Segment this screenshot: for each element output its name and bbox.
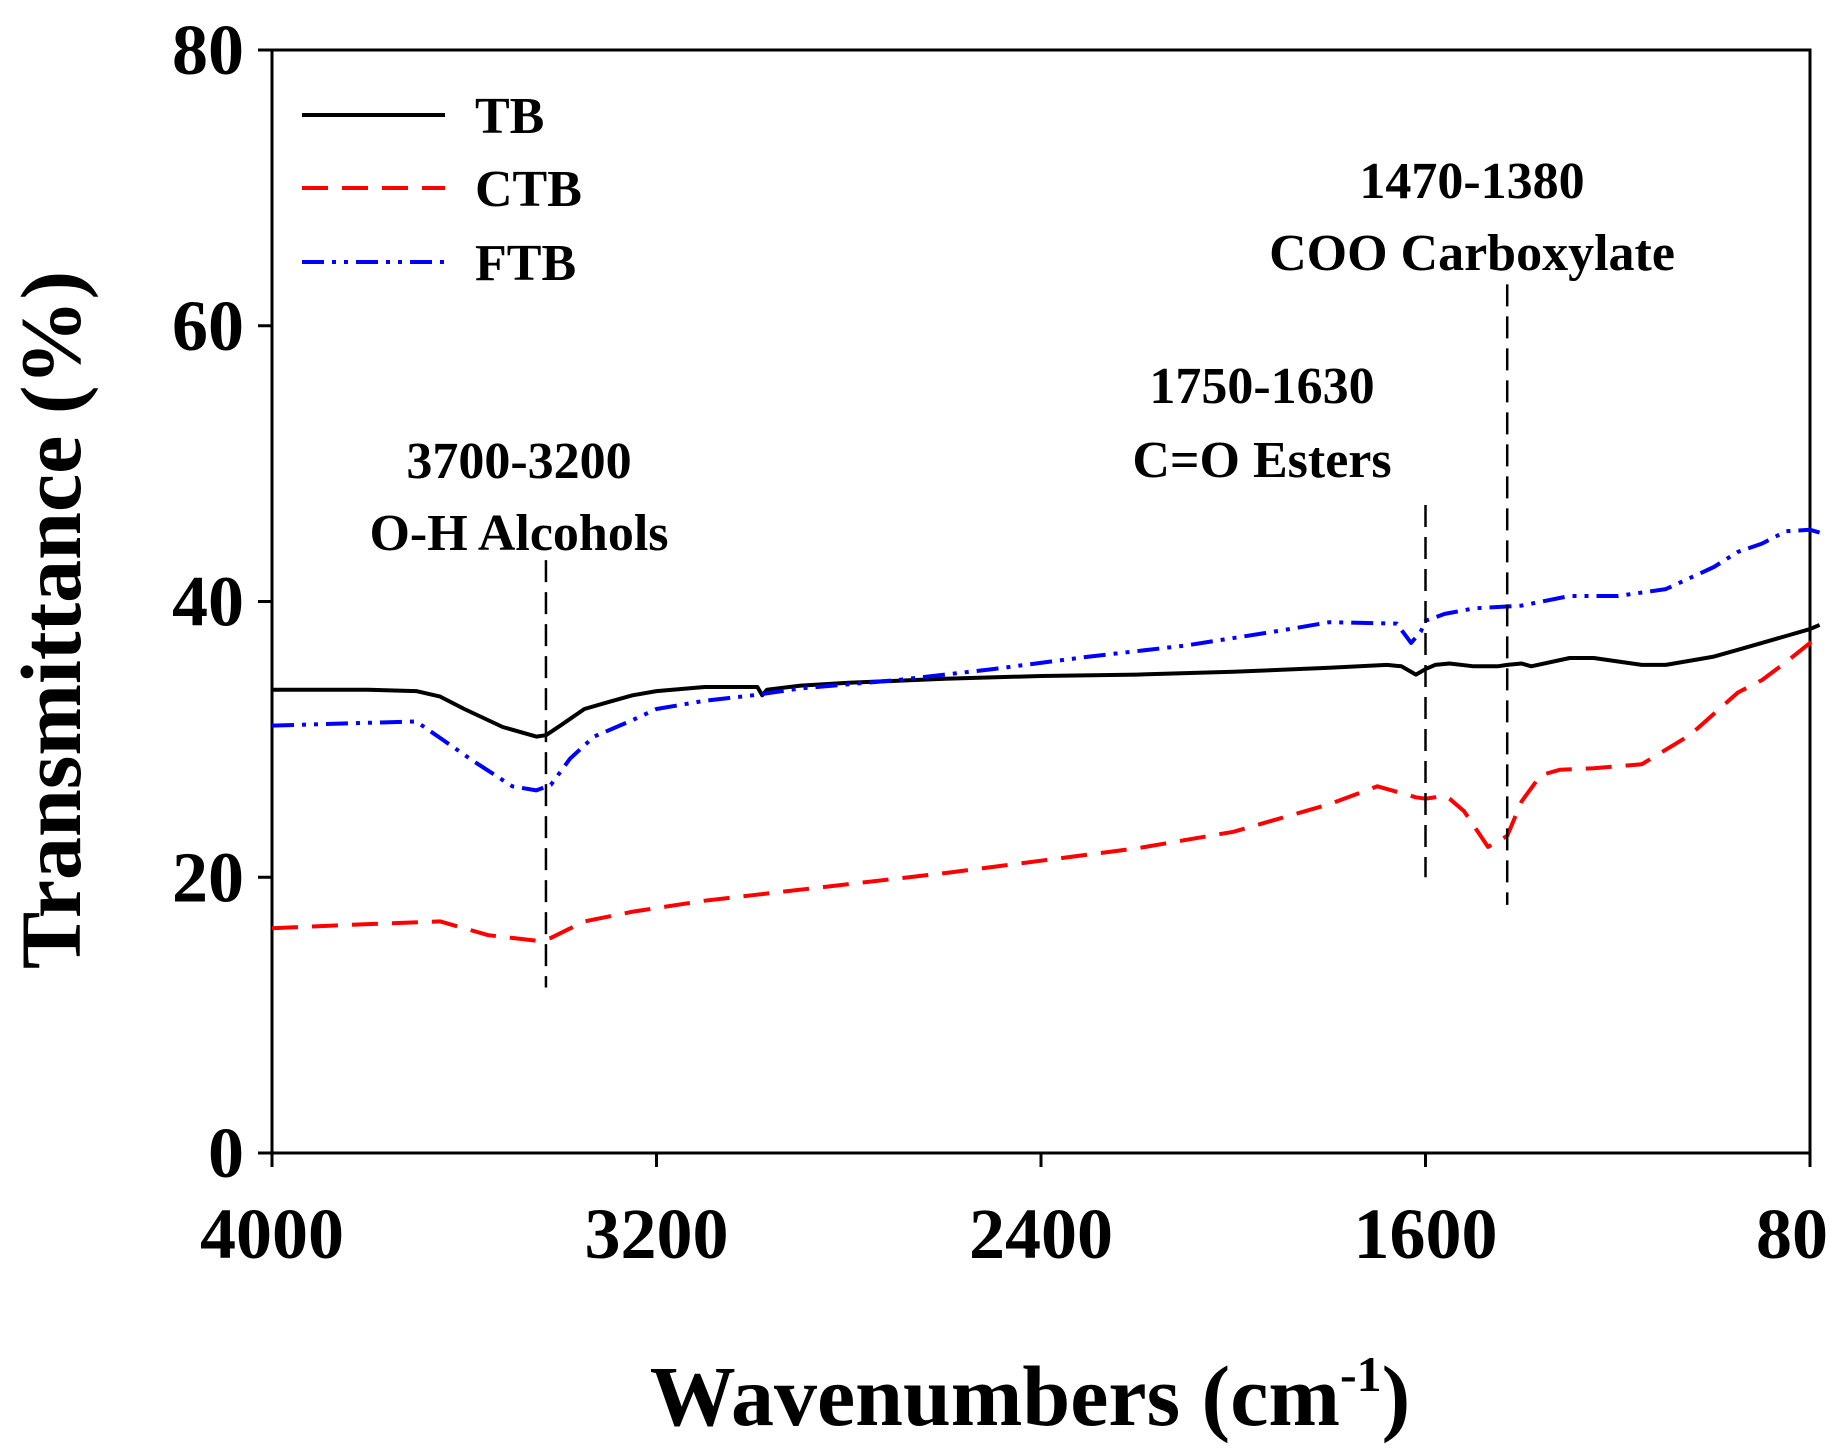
y-tick-label: 20 bbox=[172, 837, 244, 917]
y-tick-label: 80 bbox=[172, 10, 244, 90]
y-tick-label: 60 bbox=[172, 286, 244, 366]
x-tick-label: 1600 bbox=[1354, 1194, 1498, 1274]
annotation-layer: 3700-3200 O-H Alcohols 1750-1630 C=O Esters… bbox=[369, 153, 1675, 988]
x-axis-title: Wavenumbers (cm-1) bbox=[650, 1346, 1411, 1444]
annotation-range-label: 1470-1380 bbox=[1359, 153, 1584, 210]
annotation-group-label: O-H Alcohols bbox=[369, 505, 668, 562]
x-tick-label: 4000 bbox=[200, 1194, 344, 1274]
annotation-range-label: 1750-1630 bbox=[1149, 358, 1374, 415]
y-tick-label: 0 bbox=[208, 1113, 244, 1193]
annotation-group-label: C=O Esters bbox=[1132, 432, 1391, 489]
series-line-tb bbox=[272, 623, 1821, 739]
y-axis-title: Transmittance (%) bbox=[3, 271, 99, 969]
x-tick-label: 2400 bbox=[969, 1194, 1113, 1274]
x-tick-label: 800 bbox=[1756, 1194, 1830, 1274]
legend-label-ftb: FTB bbox=[475, 235, 576, 292]
legend-label-ctb: CTB bbox=[475, 161, 582, 218]
annotation-range-label: 3700-3200 bbox=[406, 433, 631, 490]
series-line-ctb bbox=[271, 631, 1822, 943]
y-tick-label: 40 bbox=[172, 562, 244, 642]
series-layer bbox=[271, 527, 1822, 943]
axis-ticks: 4000 3200 2400 1600 800 0 20 40 60 80 bbox=[172, 10, 1830, 1274]
legend: TB CTB FTB bbox=[302, 88, 582, 292]
x-tick-label: 3200 bbox=[585, 1194, 729, 1274]
legend-label-tb: TB bbox=[475, 88, 544, 145]
annotation-group-label: COO Carboxylate bbox=[1269, 225, 1675, 282]
series-line-ftb bbox=[271, 527, 1821, 793]
